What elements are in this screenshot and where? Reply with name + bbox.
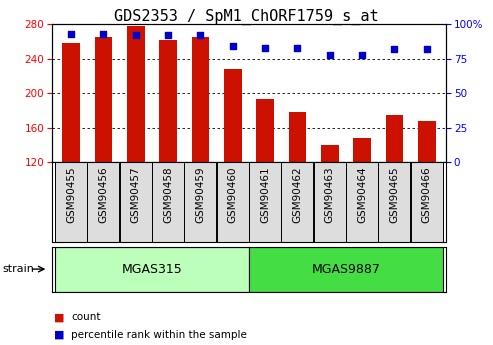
Bar [184,162,216,241]
Bar [353,138,371,162]
Text: GSM90458: GSM90458 [163,166,173,223]
Point [100,31,107,37]
Text: GSM90456: GSM90456 [99,166,108,223]
Bar [249,162,281,241]
Bar [386,115,403,162]
Text: MGAS9887: MGAS9887 [312,263,381,276]
Bar [411,162,443,241]
Bar [256,99,274,162]
Text: GSM90461: GSM90461 [260,166,270,223]
Point [326,52,334,57]
Point [132,32,140,38]
Point [67,31,75,37]
Point [390,46,398,52]
Bar [95,37,112,162]
Bar [192,37,210,162]
Point [293,45,301,50]
Bar [55,162,87,241]
Bar [379,162,411,241]
Text: GSM90460: GSM90460 [228,166,238,223]
Point [164,32,172,38]
Point [197,32,205,38]
Bar [288,112,306,162]
Text: GDS2353 / SpM1_ChORF1759_s_at: GDS2353 / SpM1_ChORF1759_s_at [114,9,379,25]
Bar [418,121,436,162]
Text: strain: strain [2,264,35,274]
Text: MGAS315: MGAS315 [122,263,182,276]
Point [229,43,237,49]
Point [261,45,269,50]
Point [423,46,431,52]
Bar [217,162,249,241]
Bar [127,26,145,162]
Text: ■: ■ [54,313,65,322]
Bar [346,162,378,241]
Bar [282,162,314,241]
Bar [249,247,443,292]
Bar [87,162,119,241]
Text: percentile rank within the sample: percentile rank within the sample [71,330,247,339]
Text: GSM90463: GSM90463 [325,166,335,223]
Text: GSM90466: GSM90466 [422,166,432,223]
Bar [55,247,249,292]
Bar [152,162,184,241]
Text: GSM90462: GSM90462 [292,166,303,223]
Bar [62,43,80,162]
Bar [120,162,152,241]
Text: GSM90457: GSM90457 [131,166,141,223]
Text: GSM90455: GSM90455 [66,166,76,223]
Bar [159,40,177,162]
Bar [321,145,339,162]
Bar [314,162,346,241]
Point [358,52,366,57]
Text: GSM90459: GSM90459 [195,166,206,223]
Text: ■: ■ [54,330,65,339]
Text: GSM90464: GSM90464 [357,166,367,223]
Bar [224,69,242,162]
Text: GSM90465: GSM90465 [389,166,399,223]
Text: count: count [71,313,101,322]
